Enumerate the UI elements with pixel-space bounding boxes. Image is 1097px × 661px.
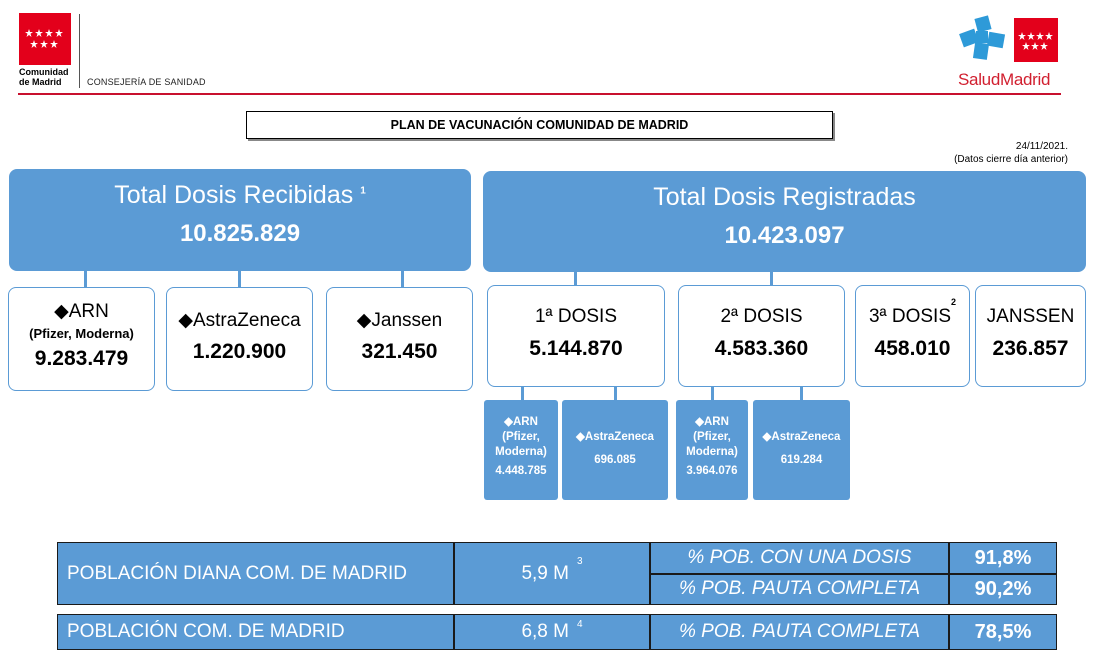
cell-divider bbox=[948, 543, 950, 604]
dose1-astrazeneca-label: ◆AstraZeneca bbox=[576, 431, 654, 443]
total-received-value: 10.825.829 bbox=[179, 220, 301, 247]
header-divider bbox=[18, 93, 1061, 95]
received-astrazeneca-box: ◆AstraZeneca 1.220.900 bbox=[166, 287, 313, 391]
footnote-marker: 4 bbox=[576, 618, 583, 630]
date-note: (Datos cierre día anterior) bbox=[954, 154, 1068, 165]
salud-madrid-brand: SaludMadrid bbox=[958, 70, 1050, 90]
target-population-value: 5,9 M bbox=[521, 562, 569, 584]
logo-divider bbox=[79, 14, 80, 88]
dose1-astrazeneca-box: ◆AstraZeneca 696.085 bbox=[562, 400, 668, 500]
total-population-row: POBLACIÓN COM. DE MADRID 6,8 M 4 % POB. … bbox=[57, 614, 1057, 650]
total-received-label: Total Dosis Recibidas bbox=[114, 181, 354, 209]
footnote-marker: 2 bbox=[951, 296, 957, 307]
connector-line bbox=[84, 271, 87, 287]
total-registered-value: 10.423.097 bbox=[724, 222, 845, 249]
dose2-arn-label: ◆ARN bbox=[695, 416, 729, 428]
dose1-label: 1ª DOSIS bbox=[534, 306, 617, 327]
dose2-arn-sublabel2: Moderna) bbox=[686, 446, 738, 458]
dose1-arn-value: 4.448.785 bbox=[495, 465, 547, 477]
dose1-value: 5.144.870 bbox=[529, 337, 623, 360]
dose2-astrazeneca-box: ◆AstraZeneca 619.284 bbox=[753, 400, 850, 500]
received-arn-box: ◆ARN (Pfizer, Moderna) 9.283.479 bbox=[8, 287, 155, 391]
footnote-marker: 3 bbox=[576, 556, 583, 567]
target-population-label: POBLACIÓN DIANA COM. DE MADRID bbox=[67, 562, 407, 584]
connector-line bbox=[614, 387, 617, 400]
salud-cross-icon bbox=[959, 15, 1006, 60]
connector-line bbox=[574, 272, 577, 286]
total-population-label: POBLACIÓN COM. DE MADRID bbox=[67, 621, 345, 642]
cell-divider bbox=[948, 615, 950, 649]
dose2-arn-value: 3.964.076 bbox=[686, 465, 738, 477]
received-arn-sublabel: (Pfizer, Moderna) bbox=[29, 326, 134, 341]
total-population-value: 6,8 M bbox=[521, 621, 569, 642]
connector-line bbox=[800, 387, 803, 400]
connector-line bbox=[521, 387, 524, 400]
total-registered-box: Total Dosis Registradas 10.423.097 bbox=[483, 171, 1086, 272]
connector-line bbox=[401, 271, 404, 287]
brand-madrid: Madrid bbox=[999, 70, 1051, 89]
cell-divider bbox=[453, 543, 455, 604]
dose1-astrazeneca-value: 696.085 bbox=[594, 454, 636, 466]
total-received-box: Total Dosis Recibidas 1 10.825.829 bbox=[9, 169, 471, 271]
salud-madrid-logo bbox=[959, 15, 1058, 62]
dose2-value: 4.583.360 bbox=[714, 337, 809, 360]
received-janssen-box: ◆Janssen 321.450 bbox=[326, 287, 473, 391]
dose2-arn-sublabel1: (Pfizer, bbox=[693, 431, 731, 443]
registered-janssen-value: 236.857 bbox=[992, 337, 1069, 360]
registered-janssen-box: JANSSEN 236.857 bbox=[975, 285, 1086, 387]
received-astrazeneca-label: ◆AstraZeneca bbox=[178, 310, 301, 331]
dose2-arn-box: ◆ARN (Pfizer, Moderna) 3.964.076 bbox=[676, 400, 748, 500]
total-registered-label: Total Dosis Registradas bbox=[653, 183, 916, 211]
footnote-marker: 1 bbox=[360, 185, 366, 197]
dose1-arn-sublabel2: Moderna) bbox=[495, 446, 547, 458]
registered-janssen-label: JANSSEN bbox=[986, 306, 1075, 327]
registered-dose2-box: 2ª DOSIS 4.583.360 bbox=[678, 285, 845, 387]
connector-line bbox=[711, 387, 714, 400]
received-arn-value: 9.283.479 bbox=[34, 347, 129, 370]
target-population-row: POBLACIÓN DIANA COM. DE MADRID 5,9 M 3 %… bbox=[57, 542, 1057, 605]
date-value: 24/11/2021. bbox=[1015, 141, 1068, 152]
dose2-astrazeneca-value: 619.284 bbox=[780, 454, 823, 466]
page-title: PLAN DE VACUNACIÓN COMUNIDAD DE MADRID bbox=[246, 111, 833, 139]
dose3-value: 458.010 bbox=[874, 337, 951, 360]
brand-salud: Salud bbox=[958, 70, 1000, 89]
received-janssen-label: ◆Janssen bbox=[356, 310, 443, 331]
stars-icon bbox=[25, 29, 63, 48]
full-schedule-value: 90,2% bbox=[974, 577, 1032, 600]
population-full-schedule-value: 78,5% bbox=[974, 620, 1032, 643]
full-schedule-label: % POB. PAUTA COMPLETA bbox=[678, 578, 921, 599]
org-name-line1: Comunidad bbox=[19, 67, 69, 77]
received-janssen-value: 321.450 bbox=[361, 340, 438, 363]
one-dose-label: % POB. CON UNA DOSIS bbox=[687, 547, 912, 568]
population-full-schedule-label: % POB. PAUTA COMPLETA bbox=[678, 621, 921, 642]
dose2-label: 2ª DOSIS bbox=[720, 306, 803, 327]
dose2-astrazeneca-label: ◆AstraZeneca bbox=[762, 431, 841, 443]
connector-line bbox=[770, 272, 773, 286]
org-name-line2: de Madrid bbox=[19, 77, 62, 87]
report-date: 24/11/2021. (Datos cierre día anterior) bbox=[900, 140, 1068, 166]
received-arn-label: ◆ARN bbox=[54, 301, 109, 322]
madrid-flag-icon bbox=[1014, 18, 1058, 62]
connector-line bbox=[238, 271, 241, 287]
dose1-arn-box: ◆ARN (Pfizer, Moderna) 4.448.785 bbox=[484, 400, 558, 500]
row-divider bbox=[649, 573, 1056, 575]
cell-divider bbox=[649, 615, 651, 649]
registered-dose3-box: 3ª DOSIS2 458.010 bbox=[855, 285, 970, 387]
received-astrazeneca-value: 1.220.900 bbox=[192, 340, 287, 363]
department-name: CONSEJERÍA DE SANIDAD bbox=[87, 77, 206, 87]
cell-divider bbox=[453, 615, 455, 649]
registered-dose1-box: 1ª DOSIS 5.144.870 bbox=[487, 285, 665, 387]
dose3-label: 3ª DOSIS bbox=[868, 306, 951, 327]
one-dose-value: 91,8% bbox=[974, 546, 1032, 569]
comunidad-madrid-logo bbox=[19, 13, 71, 65]
org-name: Comunidad de Madrid bbox=[19, 67, 69, 87]
dose1-arn-label: ◆ARN bbox=[504, 416, 538, 428]
dose1-arn-sublabel1: (Pfizer, bbox=[502, 431, 540, 443]
